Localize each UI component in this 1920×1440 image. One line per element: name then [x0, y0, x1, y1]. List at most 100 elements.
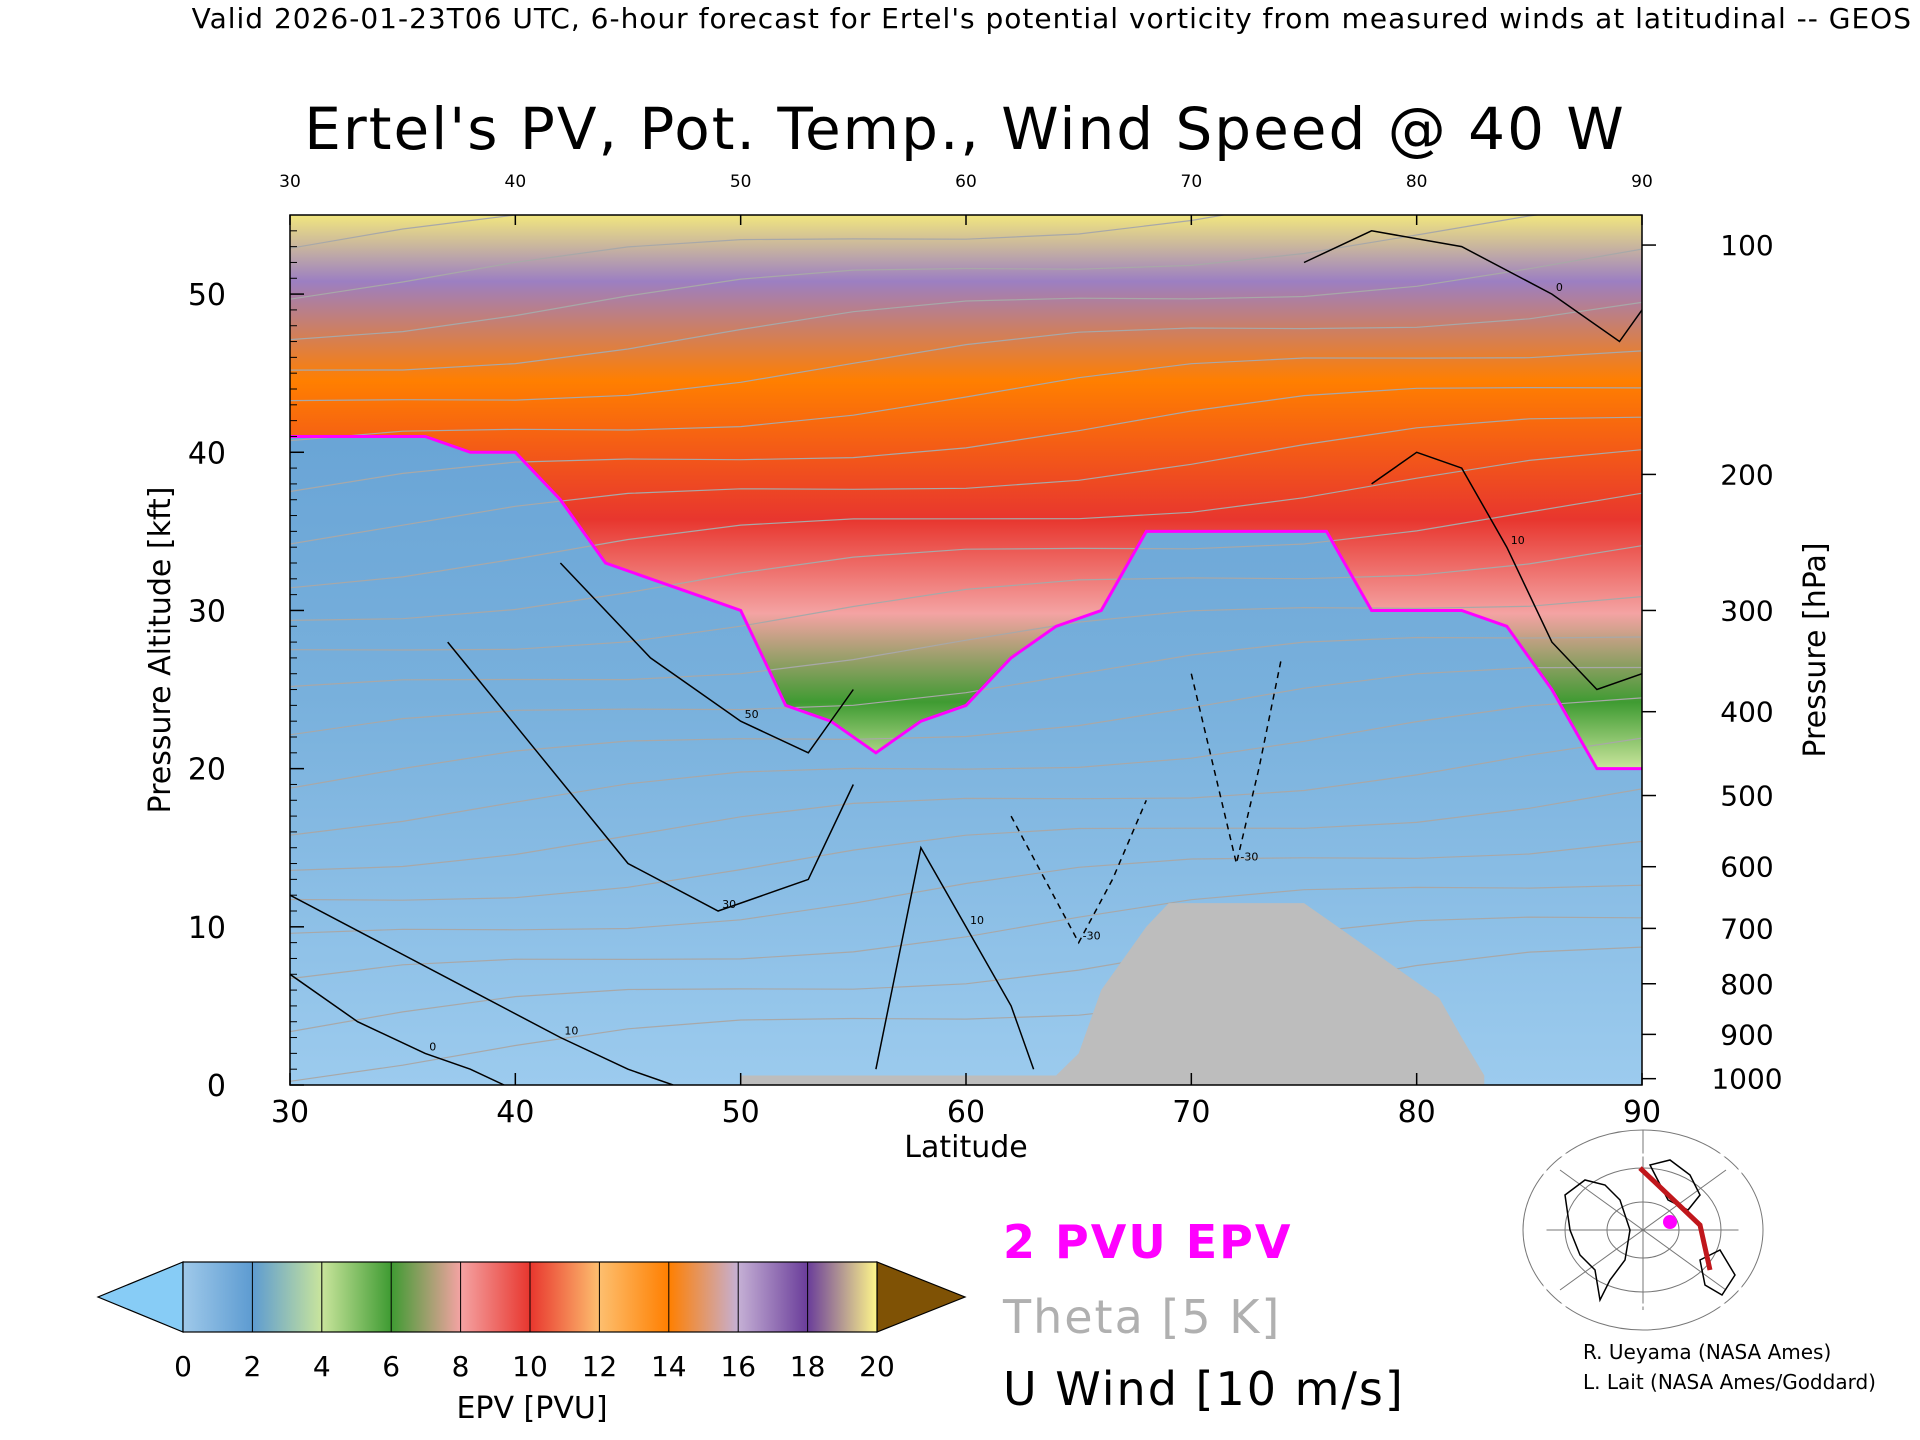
u-wind-contour-label: 50 [745, 708, 759, 721]
top-tick-label: 30 [279, 172, 301, 192]
top-tick-label: 90 [1631, 172, 1653, 192]
x-tick-label: 60 [947, 1095, 985, 1130]
pvu2-line [290, 435, 1642, 771]
pressure-tick-label: 1000 [1711, 1063, 1782, 1096]
theta-contour [290, 636, 1642, 736]
y-tick-label: 40 [188, 436, 226, 471]
chart-title: Ertel's PV, Pot. Temp., Wind Speed @ 40 … [304, 95, 1626, 163]
colorbar: 0 2 4 6 8 10 12 14 16 18 20 [96, 1261, 967, 1383]
colorbar-tick-label: 14 [651, 1350, 687, 1383]
y-axis-label-right: Pressure [hPa] [1798, 542, 1833, 757]
colorbar-tick-label: 0 [174, 1350, 192, 1383]
pressure-tick-label: 400 [1720, 696, 1773, 729]
x-axis-ticks: 30 40 50 60 70 80 90 [271, 1073, 1661, 1130]
pressure-tick-label: 700 [1720, 912, 1773, 945]
theta-contour [290, 545, 1642, 651]
theta-contour [290, 916, 1642, 1033]
x-tick-label: 40 [496, 1095, 534, 1130]
u-wind-contour [1190, 657, 1283, 864]
colorbar-tick-label: 4 [313, 1350, 331, 1383]
theta-contour [290, 386, 1642, 493]
theta-contour [290, 449, 1642, 589]
theta-contour [290, 840, 1642, 934]
theta-contour [290, 248, 1642, 371]
theta-contour [290, 596, 1642, 688]
colorbar-tick-label: 2 [243, 1350, 261, 1383]
u-wind-contour [559, 562, 854, 754]
u-wind-contour-label: -30 [1083, 930, 1101, 943]
header-text: Valid 2026-01-23T06 UTC, 6-hour forecast… [191, 2, 1912, 35]
u-wind-contour [1303, 230, 1642, 343]
colorbar-segment [668, 1262, 739, 1332]
u-wind-contour [447, 641, 854, 912]
theta-contour [290, 666, 1642, 789]
colorbar-segment [183, 1262, 253, 1332]
u-wind-contour [290, 973, 505, 1085]
legend-pvu: 2 PVU EPV [1003, 1215, 1293, 1269]
colorbar-segment [738, 1262, 808, 1332]
colorbar-under-arrow [96, 1261, 184, 1333]
terrain-mask [740, 903, 1485, 1085]
x-tick-label: 50 [722, 1095, 760, 1130]
legend-theta: Theta [5 K] [1003, 1290, 1282, 1344]
theta-contour [290, 697, 1642, 836]
u-wind-contour [875, 845, 1035, 1070]
x-tick-label: 80 [1398, 1095, 1436, 1130]
pressure-tick-label: 100 [1720, 229, 1773, 262]
colorbar-segment [321, 1262, 392, 1332]
theta-contour [290, 215, 1542, 341]
colorbar-tick-label: 12 [582, 1350, 618, 1383]
stratosphere-field [290, 215, 1642, 769]
pressure-tick-label: 900 [1720, 1018, 1773, 1051]
colorbar-over-arrow [876, 1261, 967, 1333]
pressure-tick-label: 800 [1720, 968, 1773, 1001]
credit-line-2: L. Lait (NASA Ames/Goddard) [1583, 1370, 1876, 1394]
u-wind-contour-label: 0 [429, 1040, 436, 1053]
top-tick-label: 60 [955, 172, 977, 192]
y-tick-label: 50 [188, 278, 226, 313]
x-tick-label: 30 [271, 1095, 309, 1130]
colorbar-tick-label: 20 [859, 1350, 895, 1383]
u-wind-contour-label: 10 [564, 1025, 578, 1038]
pressure-tick-label: 200 [1720, 458, 1773, 491]
u-wind-contour-label: -30 [1240, 851, 1258, 864]
colorbar-tick-label: 18 [790, 1350, 826, 1383]
top-tick-label: 40 [505, 172, 527, 192]
y-tick-label: 30 [188, 594, 226, 629]
y-tick-label: 10 [188, 911, 226, 946]
top-tick-label: 80 [1406, 172, 1428, 192]
colorbar-segment [530, 1262, 600, 1332]
colorbar-segment [252, 1262, 322, 1332]
theta-contours [290, 215, 1642, 1082]
x-axis-label: Latitude [904, 1130, 1027, 1165]
pressure-axis-ticks: 100 200 300 400 500 600 700 800 900 1000 [1642, 229, 1783, 1096]
top-tick-label: 70 [1181, 172, 1203, 192]
u-wind-contour-label: 10 [970, 914, 984, 927]
colorbar-tick-label: 6 [382, 1350, 400, 1383]
pressure-tick-label: 300 [1720, 594, 1773, 627]
colorbar-tick-label: 10 [512, 1350, 548, 1383]
y-tick-label: 20 [188, 753, 226, 788]
theta-contour [290, 788, 1642, 901]
theta-contour [290, 492, 1642, 621]
y-axis-ticks: 0 10 20 30 40 50 [188, 230, 304, 1104]
theta-contour [290, 946, 1642, 1082]
pressure-tick-label: 600 [1720, 851, 1773, 884]
x-tick-label: 90 [1623, 1095, 1661, 1130]
y-tick-label: 0 [207, 1069, 226, 1104]
theta-contour [290, 737, 1642, 871]
u-wind-contours: 0 10 30 50 10 -30 -30 10 0 [290, 230, 1642, 1085]
x-tick-label: 70 [1172, 1095, 1210, 1130]
theta-contour [290, 350, 1642, 442]
colorbar-segment [460, 1262, 530, 1332]
colorbar-tick-label: 16 [720, 1350, 756, 1383]
pressure-tick-label: 500 [1720, 780, 1773, 813]
top-axis-ticks: 30 40 50 60 70 80 90 [279, 172, 1653, 225]
theta-contour [290, 884, 1642, 980]
colorbar-segment [391, 1262, 461, 1332]
u-wind-contour [290, 894, 674, 1085]
colorbar-segment [807, 1262, 877, 1332]
theta-contour [290, 301, 1642, 402]
top-tick-label: 50 [730, 172, 752, 192]
